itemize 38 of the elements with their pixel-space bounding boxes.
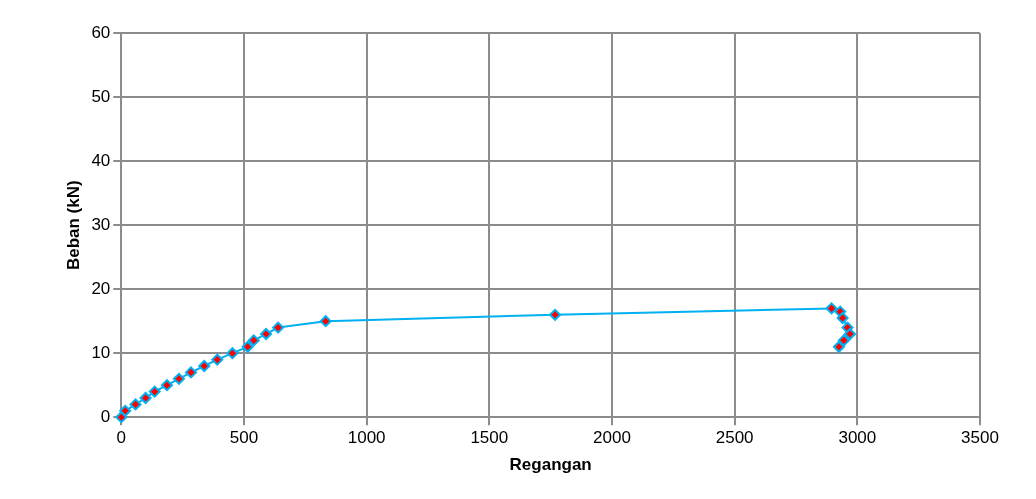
x-tick-label: 500 — [229, 428, 259, 448]
y-tick-label: 0 — [100, 406, 111, 426]
point — [139, 392, 152, 404]
point — [319, 315, 332, 328]
y-tick-label: 10 — [91, 342, 111, 362]
point — [843, 328, 856, 340]
point — [549, 308, 562, 321]
point — [184, 366, 197, 379]
x-tick-label: 1500 — [470, 428, 509, 448]
x-tick-label: 1000 — [347, 428, 386, 448]
point — [241, 340, 254, 353]
y-tick-label: 30 — [91, 214, 111, 234]
point — [247, 334, 260, 347]
point — [160, 379, 173, 392]
y-axis-title: Beban (kN) — [63, 180, 83, 271]
point — [148, 385, 161, 398]
point — [832, 340, 845, 353]
point — [260, 328, 273, 340]
y-tick-label: 50 — [91, 86, 111, 106]
y-tick-label: 20 — [91, 278, 111, 298]
x-tick-label: 3000 — [838, 428, 877, 448]
point — [129, 398, 142, 411]
point — [226, 347, 239, 360]
point — [172, 372, 185, 385]
x-tick-label: 3500 — [961, 428, 999, 448]
x-axis-title: Regangan — [509, 455, 592, 475]
y-tick-label: 60 — [91, 22, 111, 42]
point — [211, 353, 224, 366]
point — [272, 321, 285, 334]
x-tick-label: 2500 — [715, 428, 754, 448]
point — [837, 334, 850, 347]
x-tick-label: 2000 — [593, 428, 631, 448]
point — [119, 404, 132, 417]
point — [825, 302, 838, 315]
point — [836, 312, 849, 324]
x-tick-label: 0 — [116, 428, 127, 448]
point — [198, 360, 211, 372]
y-tick-label: 40 — [91, 150, 111, 170]
